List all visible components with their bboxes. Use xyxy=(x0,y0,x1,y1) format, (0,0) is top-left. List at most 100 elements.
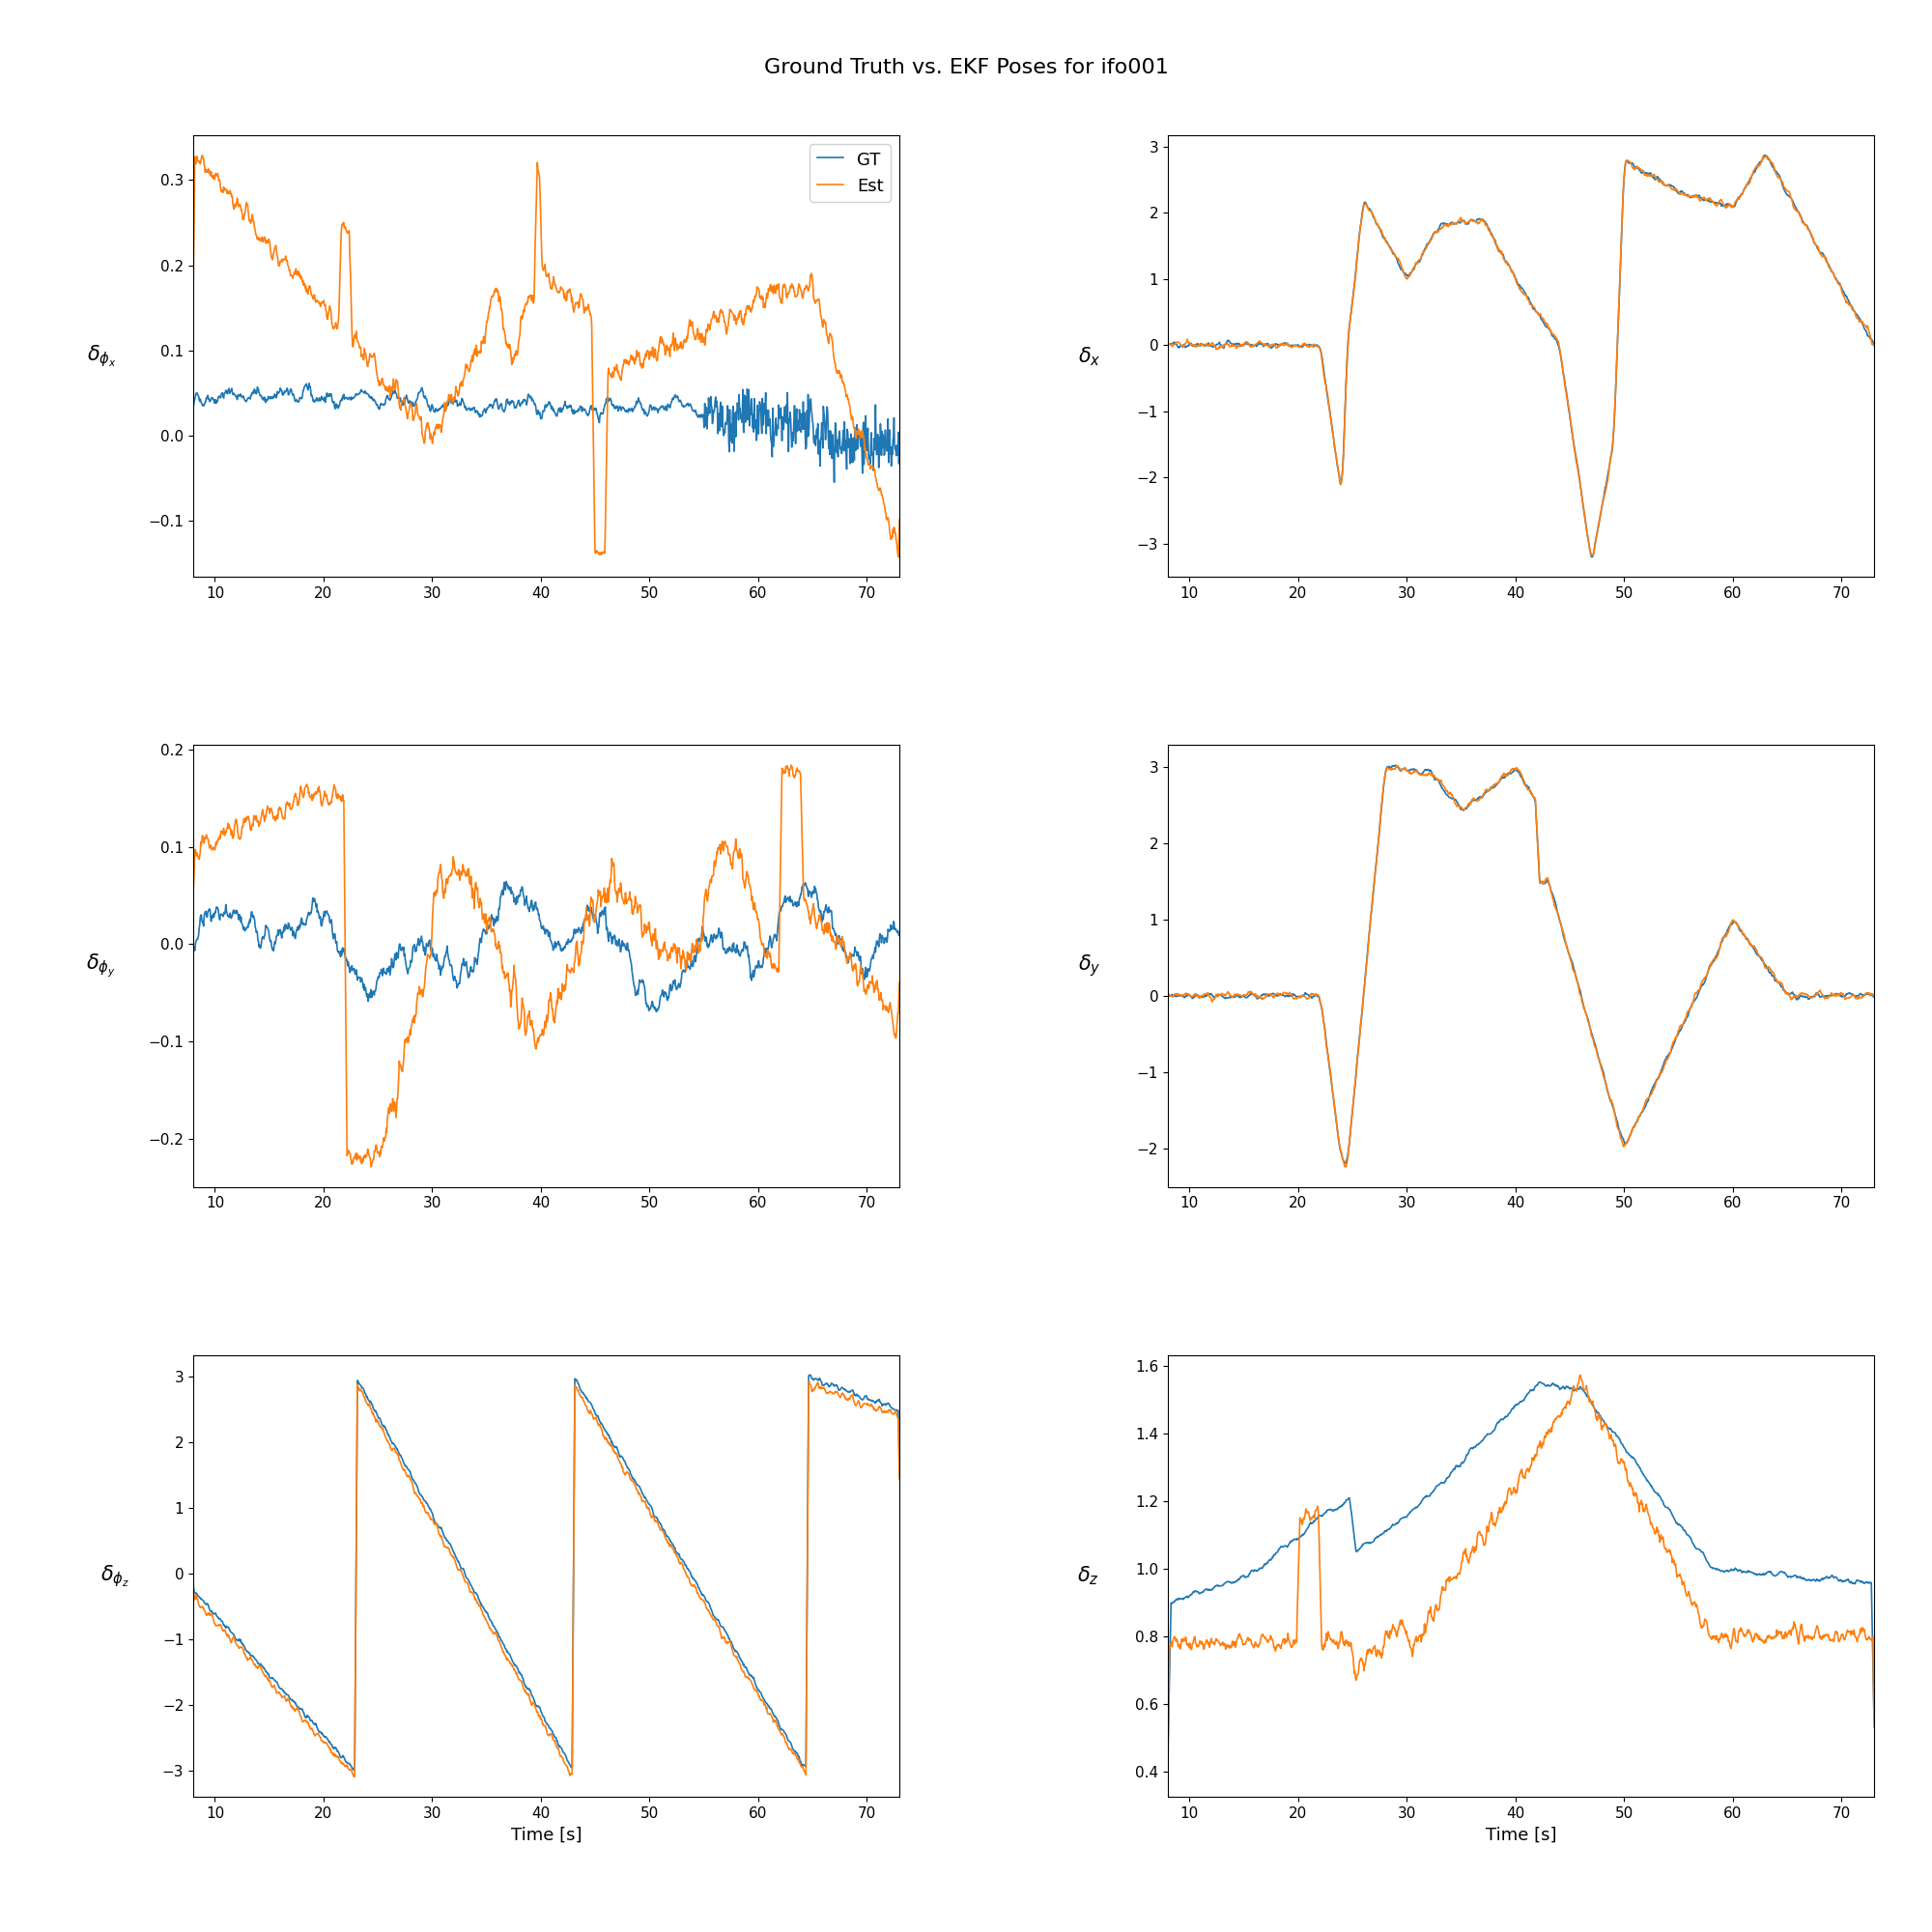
GT xyxy=(497,390,520,413)
GT xyxy=(197,1592,220,1615)
GT xyxy=(298,371,321,394)
Est xyxy=(1862,334,1886,357)
GT xyxy=(182,933,205,956)
Est xyxy=(182,1578,205,1602)
Est xyxy=(1155,332,1179,355)
GT xyxy=(620,398,643,421)
GT xyxy=(1528,1370,1551,1393)
Est xyxy=(583,541,607,564)
GT xyxy=(1161,983,1184,1007)
GT xyxy=(1862,1706,1886,1729)
Est xyxy=(1862,1716,1886,1739)
GT xyxy=(1155,985,1179,1009)
Est xyxy=(887,545,910,568)
Est xyxy=(798,1370,821,1393)
GT xyxy=(497,875,520,898)
Est xyxy=(1472,781,1495,804)
Est xyxy=(182,286,205,309)
GT xyxy=(187,1584,211,1607)
Est xyxy=(497,336,520,359)
GT xyxy=(823,471,846,495)
Est xyxy=(1161,983,1184,1007)
Est xyxy=(497,1650,520,1673)
Est xyxy=(813,916,837,939)
Line: Est: Est xyxy=(1167,156,1874,554)
Est xyxy=(191,143,214,166)
GT xyxy=(1862,985,1886,1009)
GT xyxy=(1155,1743,1179,1766)
Est xyxy=(813,311,837,334)
Line: GT: GT xyxy=(193,1376,900,1770)
GT xyxy=(497,1642,520,1665)
Est xyxy=(620,1468,643,1492)
Est xyxy=(620,889,643,912)
Line: Est: Est xyxy=(193,765,900,1167)
GT xyxy=(344,1758,367,1781)
Est xyxy=(1385,753,1408,777)
GT xyxy=(889,1464,912,1488)
Line: Est: Est xyxy=(193,1381,900,1777)
Est xyxy=(1569,1364,1592,1387)
Est xyxy=(583,904,607,927)
Est xyxy=(197,156,220,180)
Est xyxy=(1754,145,1777,168)
Y-axis label: $\delta_y$: $\delta_y$ xyxy=(1078,952,1101,980)
Line: Est: Est xyxy=(1167,765,1874,1167)
GT xyxy=(182,394,205,417)
GT xyxy=(1333,1151,1356,1175)
Est xyxy=(889,1466,912,1490)
Est xyxy=(1789,205,1812,228)
Est xyxy=(1557,402,1580,425)
Est xyxy=(182,883,205,906)
GT xyxy=(1580,545,1604,568)
Line: GT: GT xyxy=(1167,155,1874,556)
GT xyxy=(1787,1567,1810,1590)
Est xyxy=(781,753,804,777)
Line: Est: Est xyxy=(1167,1376,1874,1777)
Line: GT: GT xyxy=(1167,765,1874,1163)
GT xyxy=(1171,985,1194,1009)
GT xyxy=(1161,332,1184,355)
GT xyxy=(1383,753,1406,777)
GT xyxy=(583,904,607,927)
X-axis label: Time [s]: Time [s] xyxy=(510,1826,582,1843)
GT xyxy=(620,951,643,974)
Line: GT: GT xyxy=(193,881,900,1012)
Est xyxy=(1171,334,1194,357)
GT xyxy=(813,1372,837,1395)
Est xyxy=(1155,1766,1179,1789)
Est xyxy=(197,827,220,850)
Est xyxy=(1171,1631,1194,1654)
Est xyxy=(1155,983,1179,1007)
Est xyxy=(889,508,912,531)
Est xyxy=(1161,334,1184,357)
Est xyxy=(813,1379,837,1403)
Est xyxy=(1333,1155,1356,1179)
Est xyxy=(1559,949,1582,972)
GT xyxy=(1789,985,1812,1009)
Est xyxy=(1580,543,1604,566)
GT xyxy=(1559,1378,1582,1401)
Y-axis label: $\delta_x$: $\delta_x$ xyxy=(1078,344,1101,367)
GT xyxy=(187,384,211,408)
Est xyxy=(187,846,211,869)
Y-axis label: $\delta_{\phi_z}$: $\delta_{\phi_z}$ xyxy=(100,1563,129,1588)
GT xyxy=(1559,947,1582,970)
Y-axis label: $\delta_{\phi_y}$: $\delta_{\phi_y}$ xyxy=(87,952,116,980)
Est xyxy=(1472,1530,1495,1553)
Est xyxy=(1171,983,1194,1007)
GT xyxy=(1557,404,1580,427)
GT xyxy=(1594,1072,1617,1095)
GT xyxy=(1171,334,1194,357)
GT xyxy=(1171,1588,1194,1611)
Est xyxy=(1594,1412,1617,1435)
Line: GT: GT xyxy=(193,383,900,483)
Est xyxy=(1787,1621,1810,1644)
GT xyxy=(1155,334,1179,357)
GT xyxy=(1594,1412,1617,1435)
GT xyxy=(813,896,837,920)
GT xyxy=(1472,209,1495,232)
GT xyxy=(182,1573,205,1596)
GT xyxy=(1472,1428,1495,1451)
Est xyxy=(1472,207,1495,230)
